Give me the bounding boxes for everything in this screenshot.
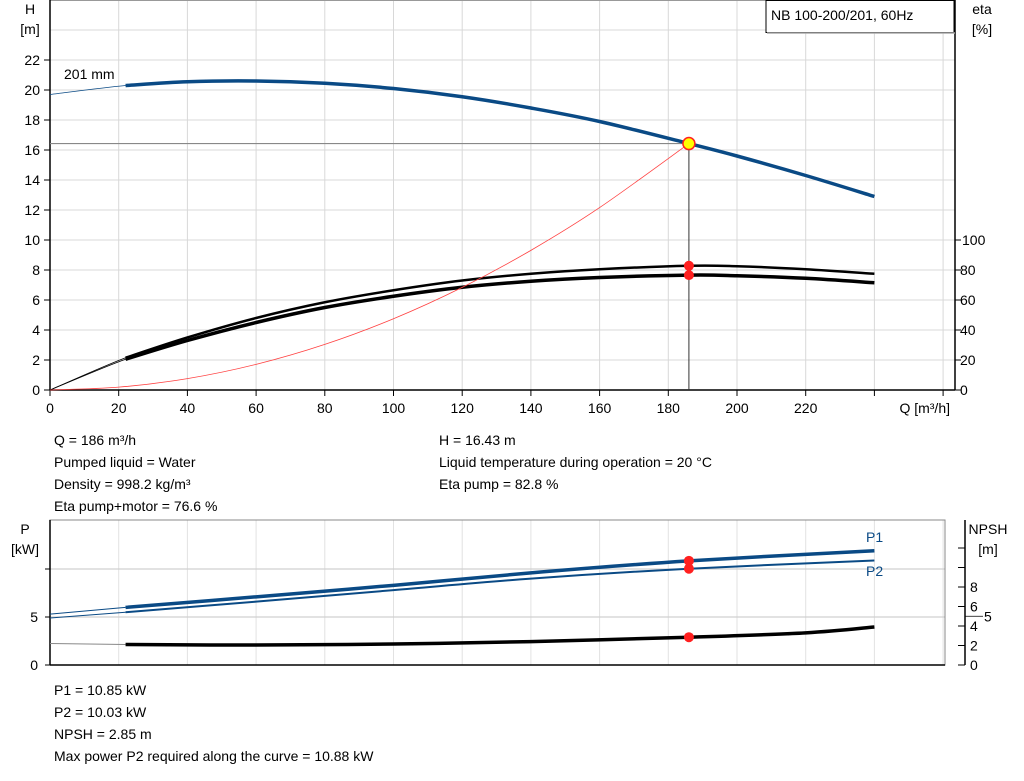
impeller-label: 201 mm bbox=[64, 66, 115, 82]
x-tick-label: 160 bbox=[588, 400, 612, 416]
x-tick-label: 120 bbox=[451, 400, 475, 416]
y-tick-label-right: 4 bbox=[970, 618, 978, 634]
y-tick-label-right: 80 bbox=[960, 262, 976, 278]
info-flow: Q = 186 m³/h bbox=[54, 432, 137, 448]
info-head: H = 16.43 m bbox=[439, 432, 516, 448]
info-eta-pump: Eta pump = 82.8 % bbox=[439, 476, 559, 492]
y-tick-label-left: 5 bbox=[30, 609, 38, 625]
y-tick-label-left: 4 bbox=[32, 322, 40, 338]
info-npsh: NPSH = 2.85 m bbox=[54, 726, 152, 742]
info-upper-left: Q = 186 m³/h Pumped liquid = Water Densi… bbox=[54, 429, 217, 517]
p2-curve-extrapolated bbox=[49, 611, 126, 619]
info-density: Density = 998.2 kg/m³ bbox=[54, 476, 191, 492]
y-axis-unit-right: [%] bbox=[972, 21, 992, 37]
info-max-power: Max power P2 required along the curve = … bbox=[54, 748, 374, 764]
x-tick-label: 20 bbox=[111, 400, 127, 416]
y-axis-label-right: eta bbox=[972, 1, 992, 17]
duty-point-marker bbox=[682, 136, 696, 151]
y-axis-unit-right: [m] bbox=[978, 541, 997, 557]
y-tick-label-left: 18 bbox=[24, 112, 40, 128]
x-tick-label: 80 bbox=[317, 400, 333, 416]
y-axis-label-right: NPSH bbox=[969, 521, 1008, 537]
y-tick-label-left: 8 bbox=[32, 262, 40, 278]
chart-title: NB 100-200/201, 60Hz bbox=[771, 7, 913, 23]
npsh-curve-extrapolated bbox=[49, 643, 126, 646]
y-tick-label-right: 40 bbox=[960, 322, 976, 338]
x-axis-label: Q [m³/h] bbox=[899, 400, 950, 416]
x-tick-label: 0 bbox=[46, 400, 54, 416]
y-tick-label-right: 2 bbox=[970, 638, 978, 654]
y-axis-label-left: P bbox=[20, 521, 29, 537]
y-tick-label-right: 0 bbox=[960, 382, 968, 398]
y-tick-label-left: 12 bbox=[24, 202, 40, 218]
title-box bbox=[765, 0, 955, 33]
y-tick-label-left: 2 bbox=[32, 352, 40, 368]
p1-marker bbox=[683, 555, 694, 566]
x-tick-label: 140 bbox=[519, 400, 543, 416]
info-p2: P2 = 10.03 kW bbox=[54, 704, 147, 720]
x-tick-label: 100 bbox=[382, 400, 406, 416]
y-axis-unit-left: [kW] bbox=[11, 541, 39, 557]
y-tick-label-left: 0 bbox=[32, 382, 40, 398]
p1-label: P1 bbox=[866, 529, 883, 545]
info-p1: P1 = 10.85 kW bbox=[54, 682, 147, 698]
p2-curve bbox=[125, 559, 875, 614]
y-tick-label-right: 8 bbox=[970, 579, 978, 595]
head-curve bbox=[125, 79, 875, 199]
info-eta-pump-motor: Eta pump+motor = 76.6 % bbox=[54, 498, 218, 514]
p2-label: P2 bbox=[866, 563, 883, 579]
head-efficiency-chart: 0 20 40 60 80 100 120 140 160 180 200 2200246810121… bbox=[20, 0, 992, 422]
x-tick-label: 200 bbox=[725, 400, 749, 416]
y-tick-label-left: 14 bbox=[24, 172, 40, 188]
x-tick-label: 180 bbox=[657, 400, 681, 416]
x-tick-label: 60 bbox=[248, 400, 264, 416]
y-tick-label-left: 16 bbox=[24, 142, 40, 158]
info-temperature: Liquid temperature during operation = 20… bbox=[439, 454, 712, 470]
eta_pump-curve bbox=[125, 264, 875, 359]
x-tick-label: 40 bbox=[180, 400, 196, 416]
info-upper-right: H = 16.43 m Liquid temperature during op… bbox=[439, 429, 712, 495]
y-tick-label-right: 5 bbox=[984, 608, 992, 624]
y-tick-label-right: 0 bbox=[970, 657, 978, 673]
eta_pump_motor-curve bbox=[125, 273, 875, 361]
y-tick-label-left: 10 bbox=[24, 232, 40, 248]
y-tick-label-right: 100 bbox=[962, 232, 986, 248]
p1-curve bbox=[125, 549, 875, 610]
p1-curve-extrapolated bbox=[49, 606, 126, 615]
y-axis-label-left: H bbox=[25, 1, 35, 17]
p2-marker bbox=[683, 563, 694, 574]
y-tick-label-left: 6 bbox=[32, 292, 40, 308]
eta-pump-motor-marker bbox=[683, 270, 694, 281]
y-tick-label-right: 60 bbox=[960, 292, 976, 308]
npsh-curve bbox=[125, 625, 875, 647]
info-lower: P1 = 10.85 kW P2 = 10.03 kW NPSH = 2.85 … bbox=[54, 679, 373, 767]
eta-pump-marker bbox=[683, 260, 694, 271]
x-tick-label: 220 bbox=[794, 400, 818, 416]
y-tick-label-right: 6 bbox=[970, 599, 978, 615]
system-curve bbox=[49, 143, 690, 391]
x-label-bg bbox=[888, 400, 956, 422]
y-tick-label-left: 0 bbox=[30, 657, 38, 673]
info-liquid: Pumped liquid = Water bbox=[54, 454, 196, 470]
y-tick-label-right: 20 bbox=[960, 352, 976, 368]
y-tick-label-left: 22 bbox=[24, 52, 40, 68]
y-axis-unit-left: [m] bbox=[20, 21, 39, 37]
npsh-marker bbox=[683, 632, 694, 643]
y-tick-label-left: 20 bbox=[24, 82, 40, 98]
